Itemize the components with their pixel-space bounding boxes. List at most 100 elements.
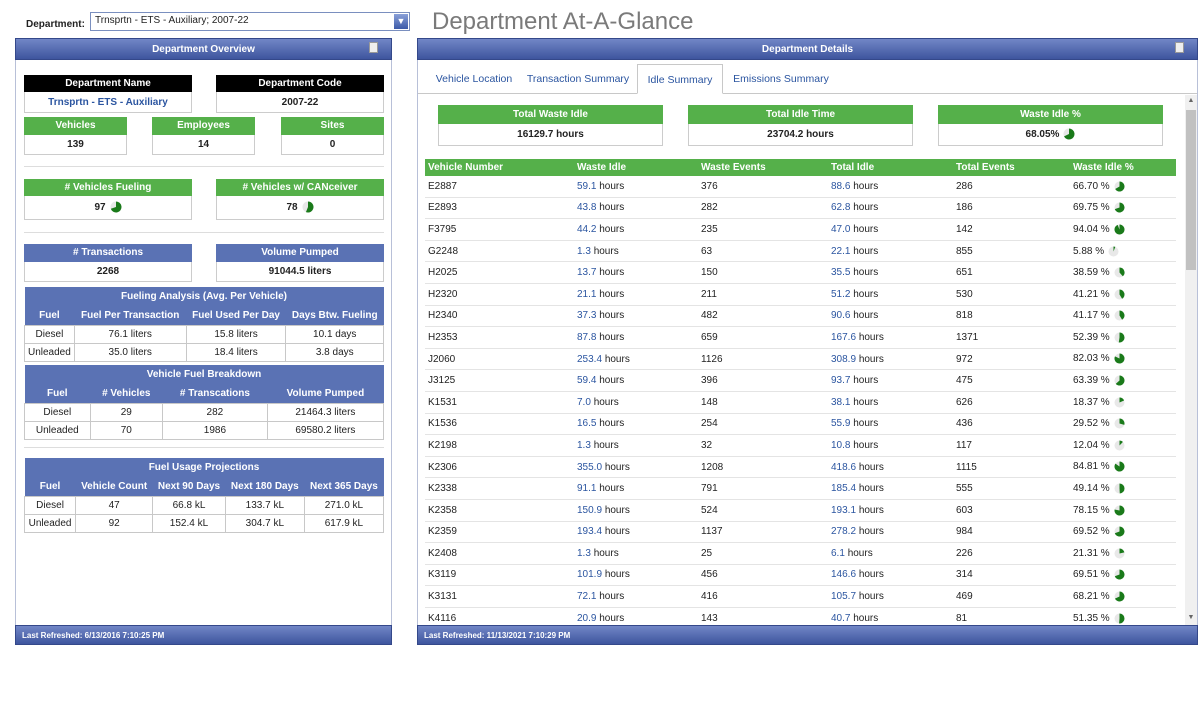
dropdown-button[interactable]: ▼ bbox=[394, 14, 408, 29]
idle-cell: 82.03 % bbox=[1070, 348, 1176, 371]
stat-value: 14 bbox=[152, 135, 255, 155]
idle-cell: 475 bbox=[953, 369, 1070, 392]
idle-cell: 1137 bbox=[698, 521, 828, 544]
idle-cell: 87.8 hours bbox=[574, 326, 698, 349]
hours-unit: hours bbox=[847, 547, 873, 559]
column-header: Next 90 Days bbox=[152, 477, 226, 497]
hours-unit: hours bbox=[853, 612, 879, 624]
table-title: Fuel Usage Projections bbox=[24, 458, 384, 477]
idle-cell: 40.7 hours bbox=[828, 607, 953, 625]
table-cell: 271.0 kL bbox=[303, 496, 385, 515]
idle-cell: K1536 bbox=[425, 413, 574, 436]
tab[interactable]: Emissions Summary bbox=[733, 73, 829, 85]
department-select[interactable]: Trnsprtn - ETS - Auxiliary; 2007-22 ▼ bbox=[90, 12, 410, 31]
table-cell: 282 bbox=[161, 403, 268, 422]
idle-cell: 1.3 hours bbox=[574, 240, 698, 263]
stat-value: 0 bbox=[281, 135, 384, 155]
hours-unit: hours bbox=[853, 396, 879, 408]
idle-cell: K2408 bbox=[425, 542, 574, 565]
hours-unit: hours bbox=[599, 202, 625, 214]
tab-active[interactable]: Idle Summary bbox=[637, 64, 723, 94]
idle-cell: 94.04 % bbox=[1070, 218, 1176, 241]
hours-value: 51.2 bbox=[831, 288, 851, 300]
idle-cell: 66.70 % bbox=[1070, 176, 1176, 198]
scroll-down[interactable]: ▼ bbox=[1187, 614, 1195, 621]
idle-cell: 117 bbox=[953, 434, 1070, 457]
column-header: # Vehicles bbox=[90, 384, 163, 404]
idle-cell: 469 bbox=[953, 585, 1070, 608]
tab[interactable]: Transaction Summary bbox=[526, 73, 630, 85]
table-cell: 18.4 liters bbox=[185, 343, 287, 362]
idle-cell: 41.17 % bbox=[1070, 305, 1176, 328]
table-cell: 47 bbox=[75, 496, 154, 515]
pie-slice bbox=[1119, 418, 1125, 426]
idle-cell: 21.31 % bbox=[1070, 542, 1176, 565]
table-title-row: Fuel Usage Projections bbox=[24, 458, 384, 477]
table-cell: Unleaded bbox=[24, 343, 75, 362]
column-header: Fuel Used Per Day bbox=[186, 306, 286, 326]
idle-cell: 49.14 % bbox=[1070, 477, 1176, 500]
idle-row: K3131 72.1 hours 416 105.7 hours 469 68.21 % bbox=[425, 585, 1176, 608]
column-header: Vehicle Count bbox=[75, 477, 153, 497]
pie-icon bbox=[110, 201, 122, 213]
percent-value: 52.39 % bbox=[1073, 332, 1110, 344]
hours-value: 150.9 bbox=[577, 504, 603, 516]
table-cell: 133.7 kL bbox=[224, 496, 305, 515]
hours-unit: hours bbox=[858, 461, 884, 473]
table-header-row: Fuel Vehicle Count Next 90 Days Next 180 Da… bbox=[24, 477, 384, 497]
scroll-up[interactable]: ▲ bbox=[1187, 97, 1195, 104]
idle-cell: 52.39 % bbox=[1070, 326, 1176, 349]
hours-unit: hours bbox=[853, 223, 879, 235]
pie-icon bbox=[1114, 613, 1125, 624]
hours-unit: hours bbox=[599, 418, 625, 430]
pie-icon bbox=[1114, 397, 1125, 408]
idle-cell: 226 bbox=[953, 542, 1070, 565]
hours-value: 43.8 bbox=[577, 202, 597, 214]
export-icon[interactable] bbox=[1175, 42, 1184, 53]
idle-cell: 93.7 hours bbox=[828, 369, 953, 392]
pie-icon bbox=[1063, 128, 1075, 140]
percent-value: 84.81 % bbox=[1073, 461, 1110, 473]
idle-cell: 63.39 % bbox=[1070, 369, 1176, 392]
hours-value: 59.4 bbox=[577, 375, 597, 387]
fueling-value: 97 bbox=[24, 196, 192, 220]
pie-slice bbox=[1119, 397, 1124, 403]
hours-value: 418.6 bbox=[831, 461, 857, 473]
hours-value: 105.7 bbox=[831, 591, 857, 603]
idle-cell: 6.1 hours bbox=[828, 542, 953, 565]
idle-row: H2320 21.1 hours 211 51.2 hours 530 41.21 % bbox=[425, 283, 1176, 306]
export-icon[interactable] bbox=[369, 42, 378, 53]
table-cell: Unleaded bbox=[23, 514, 77, 533]
hours-unit: hours bbox=[858, 526, 884, 538]
idle-cell: 185.4 hours bbox=[828, 477, 953, 500]
hours-value: 6.1 bbox=[831, 547, 845, 559]
hours-unit: hours bbox=[853, 202, 879, 214]
pie-icon bbox=[1114, 310, 1125, 321]
hours-value: 278.2 bbox=[831, 526, 857, 538]
pie-slice bbox=[1119, 310, 1125, 321]
idle-cell: 278.2 hours bbox=[828, 521, 953, 544]
hours-value: 44.2 bbox=[577, 223, 597, 235]
column-header: Fuel bbox=[24, 477, 76, 497]
idle-cell: 84.81 % bbox=[1070, 456, 1176, 479]
tab[interactable]: Vehicle Location bbox=[435, 73, 513, 85]
idle-cell: K1531 bbox=[425, 391, 574, 414]
table-cell: Unleaded bbox=[24, 421, 91, 440]
idle-cell: 791 bbox=[698, 477, 828, 500]
hours-value: 72.1 bbox=[577, 591, 597, 603]
column-header: Waste Idle % bbox=[1070, 159, 1176, 176]
idle-cell: 396 bbox=[698, 369, 828, 392]
table-cell: Diesel bbox=[24, 403, 91, 422]
pie-icon bbox=[1108, 246, 1119, 256]
table-cell: 66.8 kL bbox=[152, 496, 226, 515]
scrollbar-thumb[interactable] bbox=[1186, 110, 1196, 270]
idle-row: H2353 87.8 hours 659 167.6 hours 1371 52.39 % bbox=[425, 326, 1176, 349]
table-cell: 35.0 liters bbox=[73, 343, 187, 362]
pie-slice bbox=[1114, 353, 1125, 364]
overview-header: Department Overview bbox=[15, 38, 392, 60]
pie-slice bbox=[1119, 267, 1125, 277]
idle-cell: 659 bbox=[698, 326, 828, 349]
table-cell: Diesel bbox=[23, 496, 77, 515]
pie-slice bbox=[1114, 181, 1125, 192]
